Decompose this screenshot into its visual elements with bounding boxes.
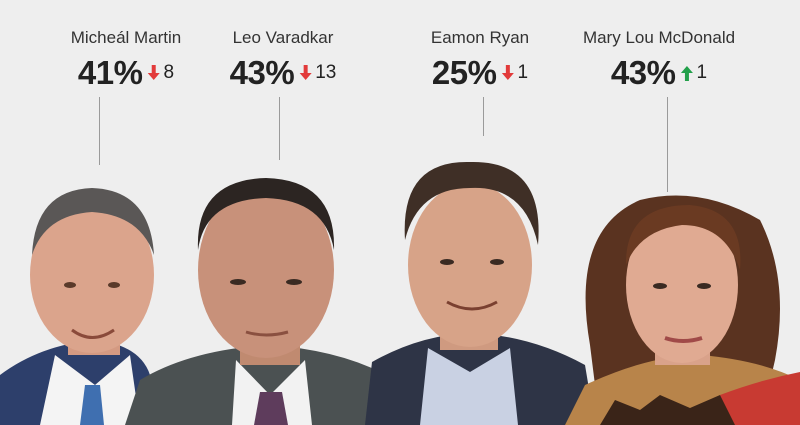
rating-value: 41% — [77, 54, 143, 91]
leader-connector-line — [99, 97, 100, 165]
leader-card: Eamon Ryan 25% 1 — [431, 28, 529, 92]
rating-change: 1 — [696, 62, 708, 83]
portrait-micheal-martin — [0, 188, 160, 425]
portrait-mary-lou-mcdonald — [565, 195, 800, 425]
leader-connector-line — [667, 97, 668, 192]
leader-stat: 41% 8 — [71, 54, 182, 92]
rating-change: 8 — [163, 62, 175, 83]
leader-card: Leo Varadkar 43% 13 — [230, 28, 337, 92]
leader-name: Leo Varadkar — [232, 28, 334, 47]
rating-change: 1 — [517, 62, 529, 83]
leader-name: Eamon Ryan — [430, 28, 530, 47]
arrow-down-icon — [501, 65, 514, 80]
leader-name: Mary Lou McDonald — [582, 28, 736, 47]
rating-value: 25% — [431, 54, 497, 91]
leader-connector-line — [279, 97, 280, 160]
leader-name: Micheál Martin — [70, 28, 182, 47]
leader-stat: 43% 1 — [583, 54, 735, 92]
rating-change: 13 — [315, 62, 337, 83]
rating-value: 43% — [610, 54, 676, 91]
leader-connector-line — [483, 97, 484, 136]
leader-card: Mary Lou McDonald 43% 1 — [583, 28, 735, 92]
portrait-eamon-ryan — [365, 161, 595, 425]
leader-stat: 43% 13 — [230, 54, 337, 92]
leader-stat: 25% 1 — [431, 54, 529, 92]
leader-card: Micheál Martin 41% 8 — [71, 28, 182, 92]
arrow-up-icon — [680, 66, 693, 81]
portrait-leo-varadkar — [125, 178, 405, 425]
arrow-down-icon — [299, 65, 312, 80]
rating-value: 43% — [229, 54, 295, 91]
arrow-down-icon — [147, 65, 160, 80]
